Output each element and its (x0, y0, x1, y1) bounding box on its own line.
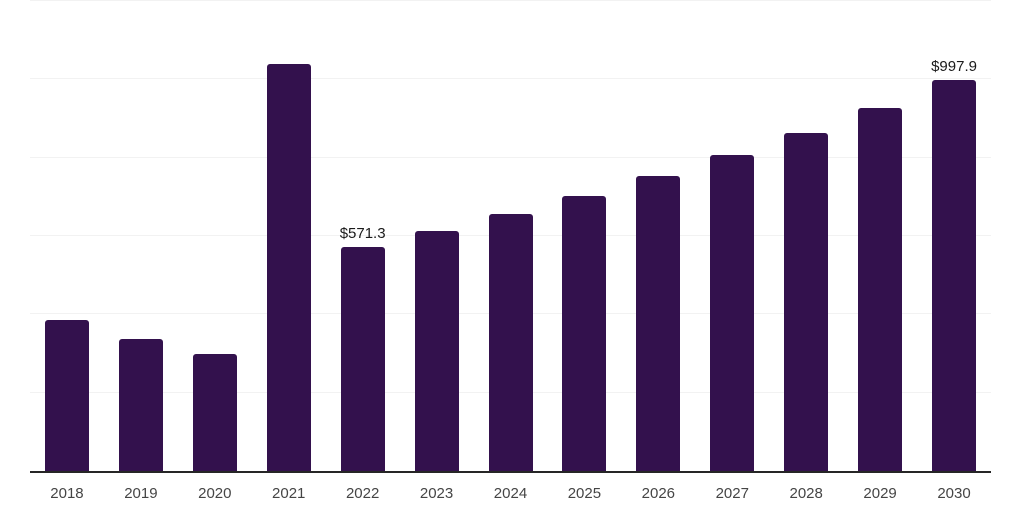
x-tick-label-2029: 2029 (863, 485, 897, 502)
bar-2020[interactable] (192, 353, 237, 471)
plot-area: $571.3 $997.9 (30, 0, 991, 471)
bar-value-label-2022: $571.3 (339, 225, 386, 243)
bar-2028[interactable] (784, 132, 829, 471)
x-axis: 2018 2019 2020 2021 2022 2023 2024 2025 2026 2027… (30, 485, 991, 505)
bar-2019[interactable] (118, 339, 163, 471)
x-tick-label-2021: 2021 (272, 485, 306, 502)
bar-2022[interactable] (340, 247, 385, 471)
x-tick-label-2025: 2025 (567, 485, 602, 502)
bar-2023[interactable] (414, 231, 459, 471)
bar-2030[interactable] (932, 80, 977, 471)
x-tick-label-2022: 2022 (345, 485, 380, 502)
x-tick-label-2026: 2026 (641, 485, 676, 502)
bar-value-label-2030: $997.9 (931, 58, 977, 76)
bar-2027[interactable] (710, 155, 755, 471)
x-tick-label-2020: 2020 (198, 485, 232, 502)
bar-2018[interactable] (44, 320, 89, 471)
bar-2024[interactable] (488, 213, 533, 471)
x-tick-label-2024: 2024 (493, 485, 528, 502)
bar-2021[interactable] (266, 63, 311, 471)
x-tick-label-2027: 2027 (715, 485, 749, 502)
x-tick-label-2018: 2018 (50, 485, 84, 502)
gridline (30, 0, 991, 1)
bar-2029[interactable] (858, 107, 903, 471)
bar-2026[interactable] (636, 176, 681, 471)
gridline (30, 78, 991, 80)
gridline (30, 156, 991, 158)
x-tick-label-2028: 2028 (789, 485, 823, 502)
bar-2025[interactable] (562, 195, 607, 471)
x-axis-line (30, 471, 991, 473)
x-tick-label-2030: 2030 (937, 485, 971, 502)
x-tick-label-2019: 2019 (124, 485, 158, 502)
x-tick-label-2023: 2023 (419, 485, 454, 502)
